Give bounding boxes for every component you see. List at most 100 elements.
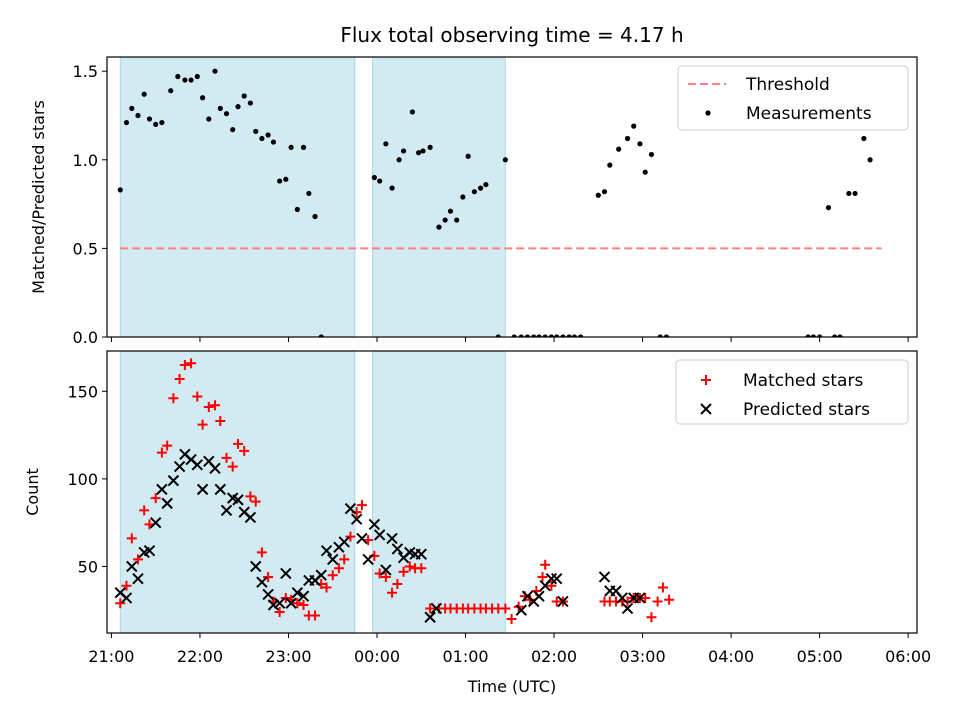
measurement-point: [460, 194, 466, 200]
figure-title: Flux total observing time = 4.17 h: [340, 23, 683, 47]
measurement-point: [141, 91, 147, 97]
measurement-point: [536, 334, 542, 337]
matched-star-point: [356, 500, 367, 511]
predicted-star-point: [373, 529, 386, 541]
predicted-star-point: [143, 544, 156, 557]
matched-star-point: [263, 571, 274, 582]
measurement-point: [867, 157, 873, 163]
measurement-point: [447, 208, 454, 214]
matched-star-point: [333, 563, 344, 574]
measurement-point: [465, 153, 471, 159]
matched-star-point: [121, 580, 132, 591]
measurement-point: [389, 185, 395, 191]
predicted-star-point: [161, 497, 173, 510]
observing-window-1: [119, 350, 356, 634]
matched-star-point: [227, 461, 238, 472]
x-axis-label: Time (UTC): [467, 677, 556, 696]
measurement-point: [396, 157, 402, 163]
measurement-point: [837, 334, 843, 337]
matched-star-point: [197, 419, 208, 430]
matched-star-point: [652, 596, 663, 607]
matched-star-point: [186, 358, 197, 369]
matched-star-point: [664, 594, 675, 605]
measurement-point: [230, 127, 236, 133]
measurement-point: [846, 190, 852, 197]
predicted-star-point: [350, 513, 363, 525]
matched-star-point: [537, 571, 548, 582]
axes-frame: [106, 350, 918, 634]
predicted-star-point: [273, 597, 286, 609]
measurement-point: [566, 334, 572, 337]
measurement-point: [832, 334, 838, 337]
matched-star-point: [156, 447, 167, 458]
matched-star-point: [321, 582, 332, 593]
measurement-point: [400, 148, 407, 154]
measurement-point: [542, 334, 548, 337]
x-tick-label: 03:00: [620, 647, 666, 666]
matched-star-point: [392, 578, 403, 589]
measurement-point: [188, 77, 194, 83]
measurement-point: [495, 334, 501, 337]
predicted-star-point: [533, 590, 545, 602]
measurement-point: [578, 334, 584, 337]
measurement-point: [123, 119, 130, 126]
matched-star-point: [115, 598, 126, 609]
predicted-star-point: [232, 494, 244, 506]
matched-star-point: [298, 599, 309, 610]
measurement-point: [560, 334, 566, 337]
matched-star-point: [233, 438, 244, 449]
measurement-point: [175, 73, 181, 80]
measurement-point: [531, 334, 537, 337]
measurement-point: [270, 139, 277, 145]
y-tick-label: 0.0: [73, 328, 98, 347]
matched-star-point: [327, 570, 338, 581]
measurement-point: [117, 187, 123, 193]
measurement-point: [288, 144, 294, 150]
x-tick-label: 22:00: [177, 647, 223, 666]
legend-matched-label: Matched stars: [743, 371, 863, 391]
measurement-point: [318, 334, 324, 337]
predicted-star-point: [132, 572, 144, 585]
y-tick-label: 50: [78, 557, 98, 576]
predicted-star-point: [173, 460, 186, 473]
measurement-point: [554, 334, 560, 337]
predicted-star-point: [120, 592, 133, 604]
predicted-star-point: [315, 569, 327, 581]
matched-star-point: [174, 374, 185, 385]
predicted-star-point: [285, 597, 297, 609]
predicted-star-point: [262, 588, 274, 601]
measurement-point: [805, 334, 811, 337]
measurement-point: [471, 189, 477, 195]
predicted-star-point: [621, 602, 634, 615]
predicted-star-point: [297, 590, 310, 602]
matched-star-point: [657, 582, 668, 593]
measurement-point: [259, 135, 265, 142]
predicted-star-point: [167, 474, 180, 487]
legend-box: [677, 65, 909, 131]
measurement-point: [648, 151, 655, 158]
matched-star-point: [139, 505, 150, 516]
predicted-star-point: [380, 564, 392, 576]
y-axis-label: Matched/Predicted stars: [29, 100, 48, 294]
x-tick-label: 02:00: [531, 647, 577, 666]
matched-star-point: [380, 571, 391, 582]
predicted-star-point: [368, 518, 381, 531]
measurement-point: [607, 162, 613, 168]
measurement-point: [861, 135, 867, 142]
legend-predicted-swatch: [700, 403, 712, 415]
matched-star-point: [150, 493, 161, 504]
measurement-point: [277, 178, 283, 184]
matched-star-point: [162, 440, 173, 451]
measurement-point: [502, 157, 508, 163]
legend-measurement-swatch: [705, 110, 711, 116]
predicted-star-point: [634, 592, 646, 604]
matched-star-point: [387, 587, 398, 598]
matched-star-point: [168, 393, 179, 404]
measurement-point: [371, 174, 377, 181]
legend-predicted-label: Predicted stars: [743, 400, 870, 420]
x-tick-label: 05:00: [797, 647, 843, 666]
measurement-point: [129, 105, 135, 111]
y-tick-label: 100: [67, 470, 98, 489]
measurement-point: [436, 224, 442, 230]
matched-star-point: [280, 592, 291, 603]
